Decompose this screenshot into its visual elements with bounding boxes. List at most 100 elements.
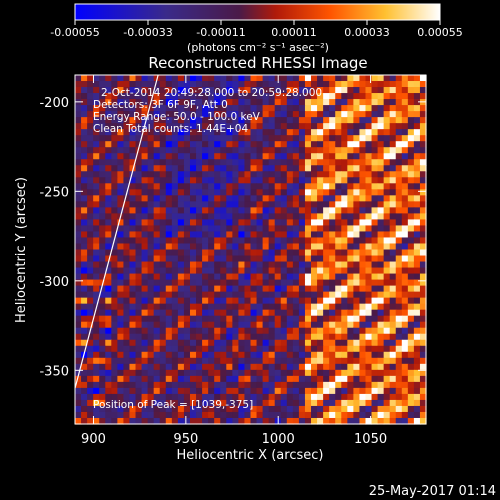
heatmap-cell (341, 201, 348, 208)
heatmap-cell (292, 309, 300, 317)
heatmap-cell (87, 291, 94, 299)
heatmap-cell (323, 81, 330, 88)
heatmap-cell (202, 189, 209, 196)
heatmap-cell (298, 381, 306, 389)
heatmap-cell (165, 129, 173, 136)
heatmap-cell (317, 111, 324, 118)
heatmap-cell (165, 375, 173, 383)
heatmap-cell (298, 411, 306, 419)
heatmap-cell (365, 345, 373, 353)
heatmap-cell (286, 327, 294, 335)
heatmap-cell (371, 225, 379, 233)
heatmap-cell (395, 327, 403, 335)
heatmap-cell (183, 303, 191, 311)
heatmap-cell (99, 111, 106, 118)
heatmap-cell (177, 231, 185, 239)
heatmap-cell (159, 291, 167, 299)
heatmap-cell (268, 165, 276, 172)
heatmap-cell (87, 147, 94, 154)
heatmap-cell (196, 279, 203, 287)
heatmap-cell (159, 147, 167, 154)
heatmap-cell (189, 87, 197, 94)
heatmap-cell (371, 321, 379, 329)
heatmap-cell (311, 189, 318, 196)
heatmap-cell (262, 315, 270, 323)
heatmap-cell (371, 249, 379, 257)
heatmap-cell (286, 225, 294, 233)
heatmap-cell (93, 171, 100, 178)
heatmap-cell (383, 237, 391, 245)
heatmap-cell (353, 141, 361, 148)
heatmap-cell (395, 81, 403, 88)
heatmap-cell (323, 369, 330, 377)
heatmap-cell (147, 381, 155, 389)
heatmap-cell (353, 231, 361, 239)
heatmap-cell (141, 135, 149, 142)
heatmap-cell (419, 387, 427, 395)
heatmap-cell (238, 261, 246, 269)
heatmap-cell (329, 207, 336, 214)
heatmap-cell (304, 165, 312, 172)
heatmap-cell (75, 279, 82, 287)
heatmap-cell (220, 225, 227, 233)
heatmap-cell (99, 147, 106, 154)
heatmap-cell (99, 141, 106, 148)
heatmap-cell (292, 393, 300, 401)
heatmap-cell (377, 81, 385, 88)
heatmap-cell (304, 321, 312, 329)
heatmap-cell (141, 93, 149, 100)
heatmap-cell (353, 147, 361, 154)
heatmap-cell (159, 273, 167, 281)
heatmap-cell (419, 231, 427, 239)
heatmap-cell (353, 273, 361, 281)
heatmap-cell (226, 255, 233, 263)
heatmap-cell (87, 255, 94, 263)
heatmap-cell (298, 303, 306, 311)
heatmap-cell (232, 81, 239, 88)
heatmap-cell (81, 111, 88, 118)
heatmap-cell (395, 357, 403, 365)
heatmap-cell (335, 87, 342, 94)
heatmap-cell (81, 165, 88, 172)
heatmap-cell (238, 381, 246, 389)
heatmap-cell (262, 99, 270, 106)
heatmap-cell (371, 291, 379, 299)
heatmap-cell (141, 267, 149, 275)
heatmap-cell (93, 351, 100, 359)
heatmap-cell (208, 147, 215, 154)
heatmap-cell (147, 291, 155, 299)
heatmap-cell (371, 237, 379, 245)
heatmap-cell (220, 129, 227, 136)
heatmap-cell (335, 183, 342, 190)
heatmap-cell (329, 159, 336, 166)
heatmap-cell (123, 171, 131, 178)
heatmap-cell (353, 303, 361, 311)
heatmap-cell (311, 369, 318, 377)
heatmap-cell (280, 105, 288, 112)
heatmap-cell (317, 123, 324, 130)
heatmap-cell (117, 129, 125, 136)
heatmap-cell (202, 93, 209, 100)
heatmap-cell (250, 117, 258, 124)
heatmap-cell (244, 387, 252, 395)
heatmap-cell (347, 165, 354, 172)
heatmap-cell (365, 249, 373, 257)
heatmap-cell (395, 375, 403, 383)
heatmap-cell (311, 147, 318, 154)
heatmap-cell (317, 99, 324, 106)
heatmap-cell (329, 213, 336, 221)
heatmap-cell (183, 93, 191, 100)
heatmap-cell (262, 213, 270, 221)
heatmap-cell (183, 117, 191, 124)
heatmap-cell (129, 177, 137, 184)
heatmap-cell (304, 93, 312, 100)
heatmap-cell (117, 267, 125, 275)
heatmap-cell (129, 279, 137, 287)
heatmap-cell (111, 327, 118, 335)
y-tick-label: -300 (39, 275, 69, 290)
heatmap-cell (389, 243, 397, 251)
heatmap-cell (183, 123, 191, 130)
heatmap-cell (395, 237, 403, 245)
heatmap-cell (250, 297, 258, 305)
heatmap-cell (292, 357, 300, 365)
